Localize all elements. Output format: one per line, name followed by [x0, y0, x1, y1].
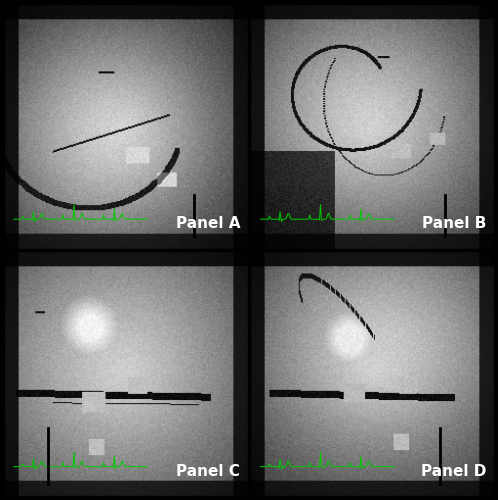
Text: Panel A: Panel A [176, 216, 240, 232]
Text: Panel B: Panel B [422, 216, 487, 232]
Text: Panel D: Panel D [421, 464, 487, 479]
Text: Panel C: Panel C [176, 464, 240, 479]
